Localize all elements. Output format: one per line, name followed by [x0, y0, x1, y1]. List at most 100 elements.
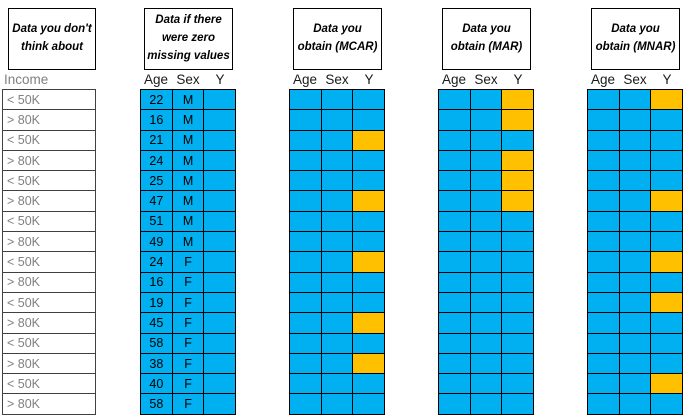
sex-cell: [618, 352, 652, 375]
mar-data-table: [438, 88, 534, 415]
sex-cell: [469, 271, 503, 293]
table-row: < 50K: [2, 332, 96, 354]
income-cell: > 80K: [2, 312, 96, 334]
table-row: 19 F: [140, 291, 236, 314]
sex-cell: M: [171, 129, 205, 151]
table-row: > 80K: [2, 231, 96, 253]
sex-cell: M: [171, 88, 205, 111]
sex-cell: [618, 210, 652, 233]
y-cell: [501, 291, 534, 314]
y-cell: [203, 129, 236, 151]
age-cell: [438, 393, 471, 415]
age-cell: 40: [140, 373, 173, 395]
table-row: [289, 170, 385, 192]
table-row: [438, 88, 534, 111]
y-cell: [501, 129, 534, 151]
table-row: [438, 271, 534, 293]
table-row: [438, 251, 534, 273]
y-cell: [650, 149, 683, 172]
sex-cell: [469, 251, 503, 273]
sex-cell: [469, 129, 503, 151]
age-cell: 45: [140, 312, 173, 334]
sex-cell: [618, 373, 652, 395]
sex-cell: [469, 170, 503, 192]
age-cell: [438, 271, 471, 293]
mcar-title: Data you obtain (MCAR): [297, 23, 378, 53]
sex-cell: [618, 312, 652, 334]
table-row: 16 F: [140, 271, 236, 293]
sex-cell: F: [171, 393, 205, 415]
sex-cell: [469, 373, 503, 395]
y-cell: [352, 373, 385, 395]
y-cell: [650, 109, 683, 131]
sex-cell: [320, 149, 354, 172]
y-cell: [352, 210, 385, 233]
sex-cell: [618, 149, 652, 172]
sex-cell: [320, 210, 354, 233]
y-cell: [203, 373, 236, 395]
income-cell: < 50K: [2, 373, 96, 395]
sex-cell: [469, 393, 503, 415]
sex-cell: [618, 291, 652, 314]
sex-cell: [320, 170, 354, 192]
sex-cell: [320, 332, 354, 354]
table-row: 25 M: [140, 170, 236, 192]
table-row: 16 M: [140, 109, 236, 131]
y-column-header: Y: [215, 72, 225, 87]
table-row: [289, 271, 385, 293]
y-column-header: Y: [662, 72, 672, 87]
table-row: [289, 149, 385, 172]
table-row: [438, 291, 534, 314]
table-row: [587, 149, 683, 172]
y-cell: [650, 129, 683, 151]
table-row: 24 F: [140, 251, 236, 273]
mar-title: Data you obtain (MAR): [450, 23, 523, 53]
y-cell-missing: [352, 129, 385, 151]
panel-mcar: Data you obtain (MCAR) Age Sex Y: [289, 8, 385, 419]
y-cell: [501, 352, 534, 375]
age-cell: [587, 109, 620, 131]
table-row: > 80K: [2, 149, 96, 172]
sex-cell: [320, 190, 354, 212]
mar-column-headers: Age Sex Y: [438, 71, 534, 89]
age-cell: [289, 352, 322, 375]
y-cell: [501, 332, 534, 354]
y-cell: [650, 393, 683, 415]
sex-cell: M: [171, 170, 205, 192]
sex-cell: [320, 352, 354, 375]
y-cell-missing: [501, 190, 534, 212]
mnar-column-headers: Age Sex Y: [587, 71, 683, 89]
sex-cell: [469, 210, 503, 233]
table-row: [438, 109, 534, 131]
table-row: > 80K: [2, 393, 96, 415]
y-cell: [650, 210, 683, 233]
table-row: [438, 373, 534, 395]
age-cell: [289, 393, 322, 415]
income-cell: < 50K: [2, 170, 96, 192]
age-cell: 24: [140, 251, 173, 273]
sex-cell: [469, 312, 503, 334]
age-cell: [438, 352, 471, 375]
table-row: 21 M: [140, 129, 236, 151]
table-row: < 50K: [2, 291, 96, 314]
sex-cell: [618, 332, 652, 354]
sex-cell: [320, 373, 354, 395]
table-row: [587, 373, 683, 395]
age-cell: [587, 190, 620, 212]
y-cell: [650, 312, 683, 334]
sex-column-header: Sex: [623, 72, 647, 87]
age-cell: [438, 373, 471, 395]
y-cell: [203, 291, 236, 314]
income-cell: < 50K: [2, 129, 96, 151]
age-cell: [587, 251, 620, 273]
table-row: [289, 190, 385, 212]
y-cell: [650, 271, 683, 293]
complete-title: Data if there were zero missing values: [147, 14, 230, 62]
sex-cell: [469, 332, 503, 354]
table-row: 40 F: [140, 373, 236, 395]
y-cell: [352, 332, 385, 354]
age-cell: 19: [140, 291, 173, 314]
mcar-column-headers: Age Sex Y: [289, 71, 385, 89]
sex-cell: [469, 231, 503, 253]
